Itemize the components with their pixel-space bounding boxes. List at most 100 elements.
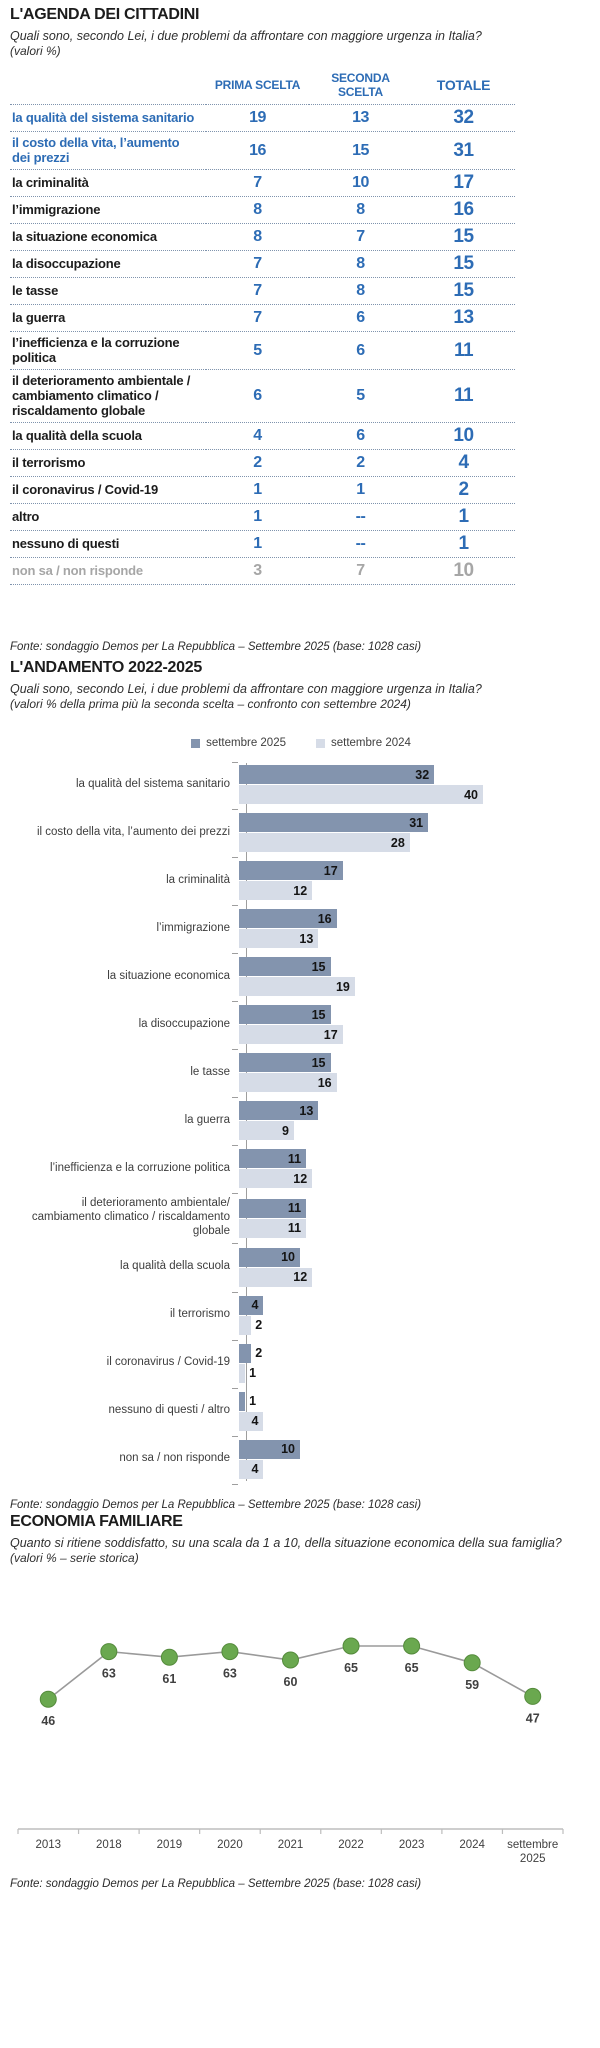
row-value-seconda: 6 [309,422,412,451]
row-label: la criminalità [10,169,206,198]
table-row: la qualità della scuola 4 6 10 [10,422,515,451]
bar-value-label: 19 [335,979,350,994]
point-value-label: 61 [162,1672,176,1686]
legend-label-2024: settembre 2024 [331,737,411,750]
bar-group: la criminalità 17 12 [10,861,570,907]
table-row: il deterioramento ambientale / cambiamen… [10,369,515,424]
bar-value-label: 12 [293,883,308,898]
row-label: il costo della vita, l’aumento dei prezz… [10,131,206,171]
x-axis-label: 2020 [217,1839,243,1851]
header-empty [10,68,206,106]
bar-settembre-2024: 40 [239,785,483,805]
row-label: non sa / non risponde [10,557,206,586]
axis-tick [232,1097,238,1099]
data-point [221,1643,239,1661]
bar-category-label: l’inefficienza e la corruzione politica [49,1161,230,1174]
row-value-totale: 16 [412,196,515,225]
bar-value-label: 4 [251,1414,259,1429]
row-value-seconda: 7 [309,223,412,252]
bar-value-label: 2 [255,1318,263,1333]
bar-settembre-2024: 12 [239,1267,313,1287]
legend-item-2025: settembre 2025 [191,737,286,749]
row-label: il deterioramento ambientale / cambiamen… [10,369,206,424]
row-value-seconda: 5 [309,369,412,424]
row-value-prima: 7 [206,277,309,306]
bar-value-label: 11 [287,1201,302,1216]
bar-value-label: 15 [311,959,326,974]
row-value-totale: 17 [412,169,515,198]
agenda-section: L'AGENDA DEI CITTADINI Quali sono, secon… [10,6,592,653]
row-value-prima: 7 [206,169,309,198]
andamento-question: Quali sono, secondo Lei, i due problemi … [10,682,482,697]
point-value-label: 63 [223,1667,237,1681]
economy-line-chart: 46 63 61 63 60 65 65 59 47 2013 2018 2019 2020 2021 20… [10,1581,592,1878]
bar-settembre-2024: 2 [239,1315,262,1335]
bar-group: la qualità della scuola 10 12 [10,1247,570,1293]
row-value-totale: 32 [412,104,515,133]
bar-category-label: nessuno di questi / altro [108,1404,230,1417]
agenda-fonte: Fonte: sondaggio Demos per La Repubblica… [10,641,422,654]
bar-settembre-2025: 11 [239,1149,307,1169]
bar-settembre-2025: 32 [239,765,435,785]
row-value-totale: 11 [412,331,515,371]
bar-category-label: la qualità del sistema sanitario [75,777,230,790]
row-label: l’immigrazione [10,196,206,225]
bar-value-label: 17 [323,863,338,878]
andamento-section: L'ANDAMENTO 2022-2025 Quali sono, second… [10,659,592,1511]
row-value-prima: 8 [206,223,309,252]
bar-settembre-2024: 11 [239,1218,307,1238]
data-point [463,1654,481,1672]
bar-group: la qualità del sistema sanitario 32 40 [10,762,570,811]
row-value-seconda: -- [309,530,412,559]
economia-note: (valori % – serie storica) [10,1550,139,1565]
row-value-seconda: 8 [309,196,412,225]
table-row: la qualità del sistema sanitario 19 13 32 [10,104,515,133]
axis-tick [232,1483,238,1485]
bar-group: nessuno di questi / altro 1 4 [10,1391,570,1437]
bar-value-label: 2 [255,1346,263,1361]
bar-area: 15 19 [232,957,570,1003]
bar-group: le tasse 15 16 [10,1053,570,1099]
point-value-label: 47 [526,1711,540,1725]
bar-area: 16 13 [232,909,570,955]
row-value-prima: 5 [206,331,309,371]
row-value-seconda: 15 [309,131,412,171]
economia-title: ECONOMIA FAMILIARE [10,1512,183,1530]
table-row: la situazione economica 8 7 15 [10,223,515,252]
table-row: la guerra 7 6 13 [10,304,515,333]
row-value-prima: 1 [206,476,309,505]
bar-value-label: 12 [293,1171,308,1186]
bar-value-label: 1 [249,1366,257,1381]
axis-tick [232,953,238,955]
row-value-totale: 15 [412,223,515,252]
axis-tick [232,1001,238,1003]
point-value-label: 63 [102,1667,116,1681]
axis-tick [232,1291,238,1293]
bar-value-label: 40 [464,787,478,802]
bar-settembre-2025: 16 [239,909,337,929]
bar-area: 11 11 [232,1198,570,1244]
row-value-totale: 2 [412,476,515,505]
bar-value-label: 12 [293,1270,308,1285]
bar-group: il coronavirus / Covid-19 2 1 [10,1343,570,1389]
bar-group: la disoccupazione 15 17 [10,1005,570,1051]
bar-value-label: 10 [281,1442,295,1457]
bar-settembre-2025: 11 [239,1198,307,1218]
data-point [39,1690,57,1708]
point-value-label: 60 [284,1675,298,1689]
bar-value-label: 32 [415,767,430,782]
agenda-title: L'AGENDA DEI CITTADINI [10,6,200,23]
bar-area: 17 12 [232,861,570,907]
bar-settembre-2025: 13 [239,1101,319,1121]
row-label: il coronavirus / Covid-19 [10,476,206,505]
bar-group: la guerra 13 9 [10,1101,570,1147]
point-value-label: 46 [41,1714,55,1728]
bar-category-label: il coronavirus / Covid-19 [106,1356,230,1369]
row-value-totale: 1 [412,530,515,559]
bar-value-label: 11 [287,1221,302,1236]
bar-value-label: 11 [287,1151,302,1166]
trend-bar-chart: la qualità del sistema sanitario 32 40 il c… [10,762,570,1485]
row-value-seconda: 13 [309,104,412,133]
